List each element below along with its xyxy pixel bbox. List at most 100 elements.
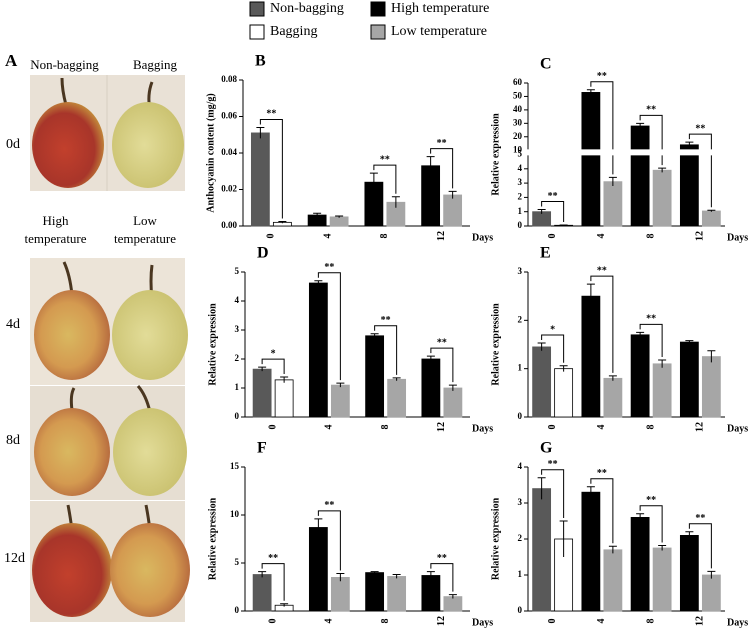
sig-label: **: [324, 262, 334, 273]
x-tick-label: 12: [695, 231, 706, 241]
panel-label: A: [5, 51, 18, 70]
y-tick-label: 3: [518, 497, 523, 507]
sig-bracket: [590, 81, 614, 175]
x-axis-label: Days: [727, 617, 748, 628]
bar: [252, 574, 272, 612]
bar: [443, 194, 463, 227]
y-tick-label: 3: [518, 177, 523, 187]
error-bar: [685, 531, 694, 539]
y-tick-label: 4: [235, 295, 240, 305]
sig-label: **: [437, 553, 447, 564]
error-bar: [685, 340, 694, 344]
y-tick-label: 0.00: [221, 220, 237, 230]
x-tick-label: 8: [379, 234, 390, 239]
error-bar: [448, 594, 457, 599]
bar: [421, 358, 441, 418]
y-tick-label: 20: [513, 131, 523, 141]
bar: [330, 577, 350, 612]
x-tick-label: 4: [596, 619, 607, 624]
y-tick-label: 0.06: [221, 111, 237, 121]
error-bar: [559, 224, 568, 226]
sig-label: **: [437, 337, 447, 348]
legend-swatch: [370, 24, 386, 40]
y-tick-label: 0: [235, 605, 240, 615]
sig-bracket: [374, 325, 398, 375]
y-axis-label: Anthocyanin content (mg/g): [205, 93, 216, 212]
error-bar: [336, 573, 345, 582]
x-tick-label: 12: [695, 422, 706, 432]
y-axis-label: Relative expression: [207, 303, 218, 386]
bar: [252, 368, 272, 418]
bar: [679, 341, 699, 418]
error-bar: [537, 342, 546, 351]
x-tick-label: 8: [380, 425, 391, 430]
y-tick-label: 5: [235, 266, 240, 276]
error-bar: [537, 477, 546, 500]
sig-bracket: [261, 358, 285, 374]
sig-bracket: [541, 334, 565, 363]
error-bar: [448, 190, 457, 199]
sig-label: **: [380, 154, 390, 165]
x-tick-label: 8: [645, 425, 656, 430]
bar: [701, 574, 721, 612]
error-bar: [258, 366, 267, 372]
sig-label: **: [268, 553, 278, 564]
sig-label: **: [597, 468, 607, 479]
error-bar: [335, 215, 344, 218]
x-axis-label: Days: [727, 232, 748, 243]
error-bar: [636, 122, 645, 129]
error-bar: [658, 359, 667, 368]
row-label: 12d: [4, 551, 25, 566]
y-tick-label: 4: [518, 163, 523, 173]
sig-label: **: [597, 71, 607, 82]
sig-bracket: [590, 478, 614, 544]
sig-label: **: [548, 191, 558, 202]
bar: [250, 132, 270, 227]
error-bar: [370, 333, 379, 338]
sig-label: **: [695, 123, 705, 134]
pear: [112, 290, 188, 380]
sig-bracket: [590, 275, 614, 373]
y-axis-label: Relative expression: [490, 113, 501, 196]
y-tick-label: 10: [230, 509, 240, 519]
error-bar: [258, 571, 267, 578]
y-tick-label: 0.02: [221, 184, 237, 194]
y-axis-label: Relative expression: [490, 497, 501, 580]
x-tick-label: 12: [695, 616, 706, 626]
error-bar: [391, 196, 400, 208]
error-bar: [336, 382, 345, 388]
pear: [32, 523, 112, 617]
bar: [581, 295, 601, 418]
panel-label: G: [540, 440, 553, 457]
y-axis-label: Relative expression: [207, 497, 218, 580]
error-bar: [280, 376, 289, 383]
sig-label: *: [550, 324, 555, 335]
y-tick-label: 2: [518, 191, 523, 201]
y-tick-label: 1: [518, 569, 523, 579]
sig-bracket: [259, 118, 283, 219]
sig-bracket: [688, 133, 712, 208]
error-bar: [608, 545, 617, 554]
x-tick-label: 4: [324, 425, 335, 430]
photo-panel: [30, 75, 190, 622]
sig-label: **: [437, 138, 447, 149]
error-bar: [658, 167, 667, 173]
bar: [652, 169, 672, 227]
error-bar: [707, 570, 716, 579]
bar: [581, 92, 601, 227]
sig-label: **: [695, 513, 705, 524]
y-tick-label: 1: [518, 206, 523, 216]
x-tick-label: 4: [324, 619, 335, 624]
bar: [603, 181, 623, 227]
error-bar: [426, 571, 435, 580]
panel-label: D: [257, 245, 269, 262]
axis-break: [522, 149, 725, 156]
x-tick-label: 12: [436, 231, 447, 241]
y-tick-label: 50: [513, 91, 523, 101]
sig-bracket: [261, 563, 285, 601]
x-tick-label: 0: [547, 425, 558, 430]
y-tick-label: 2: [518, 533, 523, 543]
panel-label: B: [255, 53, 266, 70]
x-axis-label: Days: [472, 617, 493, 628]
bar: [603, 377, 623, 418]
